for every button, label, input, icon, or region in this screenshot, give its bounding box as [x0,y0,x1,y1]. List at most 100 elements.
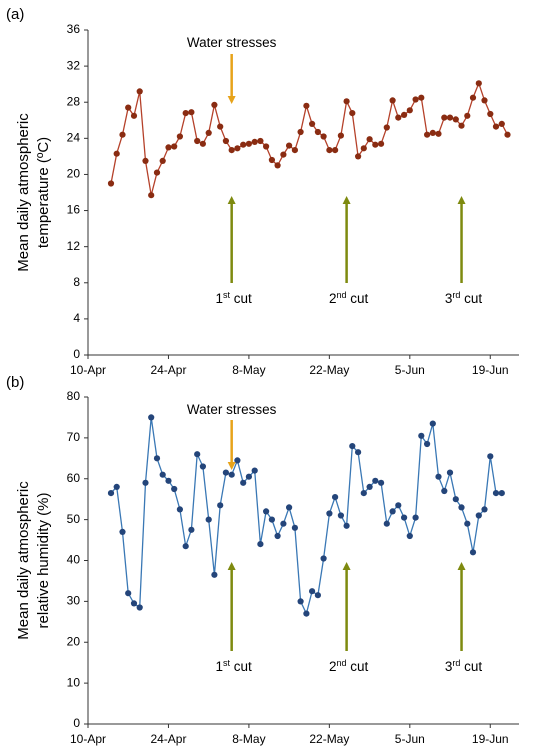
data-point [291,147,298,154]
cut-arrow-head [457,562,466,570]
data-point [245,140,252,147]
data-point [257,541,264,548]
y-tick-label: 40 [67,553,81,567]
data-point [130,112,138,119]
data-point [366,136,373,143]
cut-label-1: 1st cut [216,658,253,674]
data-point [297,598,304,605]
data-point [142,157,149,164]
data-point [464,520,471,527]
data-point [263,508,270,515]
data-point [412,514,419,521]
water-stress-arrow-head [227,96,236,104]
cut-arrow-head [342,196,351,204]
data-point [401,111,408,118]
data-point [337,132,344,139]
data-point [406,532,413,540]
data-point [458,504,465,511]
cut-label-3: 3rd cut [445,290,483,306]
data-point [176,133,183,140]
data-point [142,479,149,486]
data-point [332,494,339,501]
data-point [303,102,310,109]
data-point [487,110,494,118]
data-point [355,449,362,456]
y-axis-title-line1: Mean daily atmospheric [15,113,32,272]
panel-label: (a) [6,6,24,23]
data-point [159,471,166,478]
cut-arrow-head [227,196,236,204]
data-point [257,137,264,145]
data-point [424,440,431,448]
chart-panel-b: (b) Mean daily atmospheric relative humidi… [6,374,519,746]
data-point [263,143,270,150]
data-point [424,131,431,138]
data-point [389,508,396,515]
data-point [429,420,436,427]
data-point [107,490,115,497]
y-tick-label: 8 [73,275,80,289]
cut-label-3: 3rd cut [445,658,483,674]
data-point [211,101,218,108]
data-point [372,141,379,148]
data-point [205,516,212,523]
data-point [130,600,138,607]
cut-label-2: 2nd cut [329,290,369,306]
data-point [113,483,120,490]
y-axis-title-line2: relative humidity (%) [35,493,52,629]
data-point [217,123,224,130]
data-point [228,471,235,478]
data-point [441,114,448,121]
data-point [383,124,390,131]
data-point [171,485,178,493]
data-point [182,110,189,117]
y-tick-label: 80 [67,389,81,403]
data-point [435,130,442,137]
data-point [107,180,115,187]
data-point [435,473,442,480]
data-point [360,490,367,497]
data-point [366,483,373,490]
x-tick-label: 24-Apr [150,732,186,746]
y-tick-label: 0 [73,347,80,361]
data-point [119,131,126,138]
data-point [119,528,126,536]
y-tick-label: 4 [73,311,80,325]
data-point [487,453,494,460]
data-point [475,512,482,519]
data-point [228,147,235,154]
data-point [222,137,229,145]
data-point [136,88,143,95]
data-point [504,131,511,138]
data-point [125,104,132,111]
y-tick-label: 36 [67,22,81,36]
data-point [159,157,166,164]
water-stress-arrow-head [227,462,236,470]
x-tick-label: 8-May [232,732,265,746]
data-point [469,94,477,101]
y-axis-title-line2: temperature (ºC) [35,137,52,248]
data-point [240,141,247,148]
data-point [481,506,488,513]
data-point [165,144,172,151]
data-point [418,432,425,439]
data-point [251,138,258,145]
y-tick-label: 16 [67,203,81,217]
y-tick-label: 24 [67,131,81,145]
data-point [165,477,172,484]
data-point [452,116,459,123]
cut-arrow-head [457,196,466,204]
data-point [188,526,195,533]
data-point [222,469,229,476]
data-point [153,455,161,462]
data-point [303,610,310,617]
data-point [320,133,327,140]
data-point [153,169,161,176]
data-point [395,502,402,509]
data-point [475,80,482,87]
data-point [412,96,419,103]
data-point [176,506,183,513]
x-tick-label: 19-Jun [472,363,509,377]
data-point [395,114,402,121]
y-tick-label: 10 [67,675,81,689]
